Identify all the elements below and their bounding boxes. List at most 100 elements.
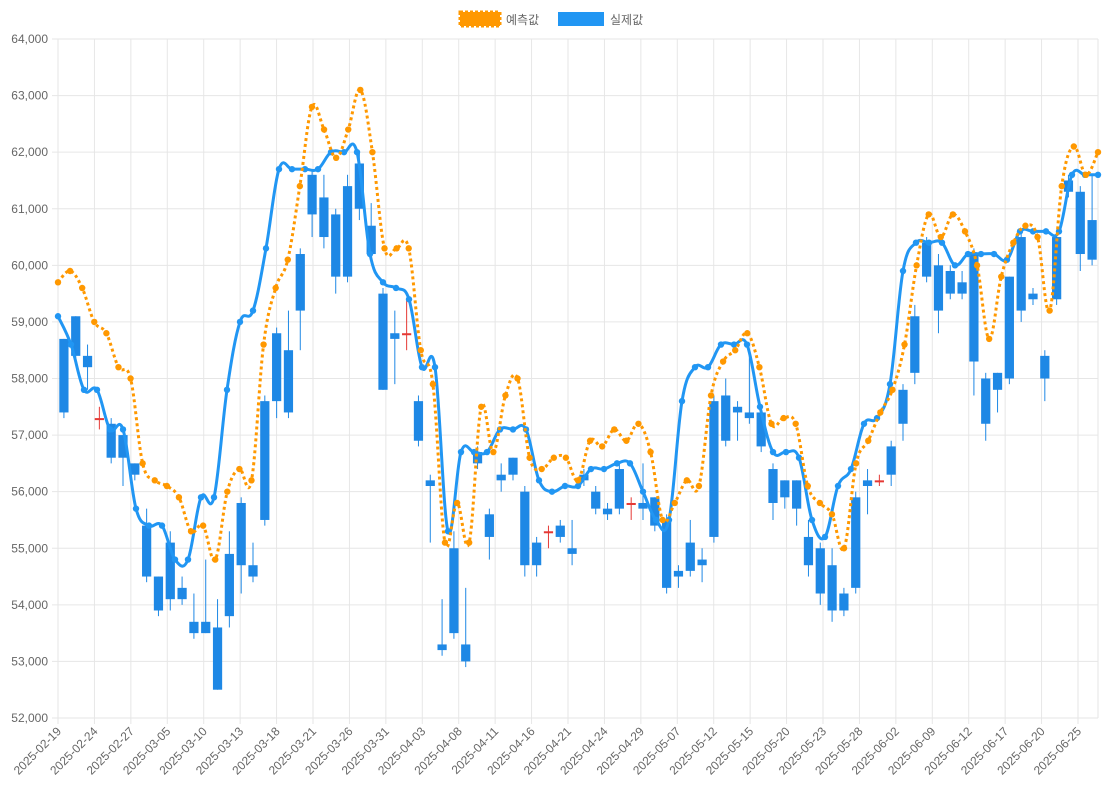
predicted-point[interactable] bbox=[417, 347, 424, 354]
actual-point[interactable] bbox=[223, 386, 231, 394]
predicted-point[interactable] bbox=[103, 330, 110, 337]
predicted-point[interactable] bbox=[478, 403, 485, 410]
predicted-point[interactable] bbox=[405, 245, 412, 252]
predicted-point[interactable] bbox=[985, 335, 993, 343]
actual-point[interactable] bbox=[730, 341, 738, 348]
predicted-point[interactable] bbox=[1058, 182, 1065, 190]
predicted-point[interactable] bbox=[66, 267, 74, 275]
predicted-point[interactable] bbox=[586, 437, 594, 444]
actual-point[interactable] bbox=[119, 426, 127, 433]
actual-point[interactable] bbox=[262, 245, 270, 252]
predicted-point[interactable] bbox=[707, 392, 715, 399]
actual-point[interactable] bbox=[769, 448, 777, 456]
predicted-point[interactable] bbox=[598, 443, 606, 450]
actual-point[interactable] bbox=[418, 363, 426, 371]
predicted-point[interactable] bbox=[127, 375, 134, 382]
predicted-point[interactable] bbox=[828, 511, 836, 518]
predicted-point[interactable] bbox=[635, 420, 642, 427]
actual-point[interactable] bbox=[275, 165, 283, 173]
predicted-point[interactable] bbox=[284, 256, 291, 263]
predicted-point[interactable] bbox=[332, 154, 340, 162]
predicted-point[interactable] bbox=[925, 211, 932, 218]
actual-point[interactable] bbox=[483, 448, 491, 456]
actual-point[interactable] bbox=[639, 488, 647, 495]
predicted-point[interactable] bbox=[719, 358, 727, 365]
predicted-point[interactable] bbox=[538, 465, 545, 473]
predicted-point[interactable] bbox=[792, 420, 799, 427]
predicted-point[interactable] bbox=[647, 448, 654, 456]
predicted-point[interactable] bbox=[611, 426, 618, 433]
actual-point[interactable] bbox=[613, 460, 621, 467]
actual-point[interactable] bbox=[717, 341, 725, 348]
predicted-point[interactable] bbox=[115, 363, 122, 371]
actual-point[interactable] bbox=[990, 250, 998, 258]
predicted-point[interactable] bbox=[369, 148, 376, 156]
predicted-point[interactable] bbox=[768, 420, 775, 427]
predicted-point[interactable] bbox=[453, 499, 461, 507]
actual-point[interactable] bbox=[886, 380, 894, 388]
predicted-point[interactable] bbox=[296, 182, 304, 190]
predicted-point[interactable] bbox=[744, 330, 751, 337]
predicted-point[interactable] bbox=[659, 516, 666, 524]
predicted-point[interactable] bbox=[187, 528, 195, 535]
legend-label-actual[interactable]: 실제값 bbox=[610, 13, 643, 27]
predicted-point[interactable] bbox=[272, 284, 279, 292]
legend-swatch-actual[interactable] bbox=[558, 12, 604, 26]
predicted-point[interactable] bbox=[393, 245, 400, 252]
predicted-point[interactable] bbox=[683, 477, 691, 484]
actual-point[interactable] bbox=[145, 522, 153, 529]
predicted-point[interactable] bbox=[804, 482, 811, 490]
actual-point[interactable] bbox=[210, 494, 218, 501]
actual-point[interactable] bbox=[938, 239, 946, 246]
actual-point[interactable] bbox=[353, 148, 361, 156]
actual-point[interactable] bbox=[236, 318, 244, 326]
actual-point[interactable] bbox=[678, 397, 686, 405]
actual-point[interactable] bbox=[106, 426, 114, 433]
predicted-point[interactable] bbox=[54, 279, 62, 286]
actual-point[interactable] bbox=[1029, 228, 1037, 235]
actual-point[interactable] bbox=[314, 165, 322, 173]
actual-point[interactable] bbox=[951, 262, 959, 269]
predicted-point[interactable] bbox=[695, 482, 703, 490]
predicted-point[interactable] bbox=[973, 262, 981, 269]
predicted-point[interactable] bbox=[490, 448, 497, 456]
predicted-point[interactable] bbox=[308, 103, 316, 111]
actual-point[interactable] bbox=[847, 465, 855, 473]
predicted-point[interactable] bbox=[937, 233, 944, 241]
actual-point[interactable] bbox=[977, 250, 985, 258]
actual-point[interactable] bbox=[509, 426, 517, 433]
predicted-point[interactable] bbox=[865, 437, 872, 444]
predicted-point[interactable] bbox=[1010, 239, 1017, 246]
predicted-point[interactable] bbox=[199, 522, 207, 529]
actual-point[interactable] bbox=[704, 363, 712, 371]
actual-point[interactable] bbox=[54, 313, 62, 320]
predicted-point[interactable] bbox=[1046, 307, 1053, 314]
predicted-point[interactable] bbox=[901, 341, 908, 348]
actual-point[interactable] bbox=[249, 307, 257, 314]
predicted-point[interactable] bbox=[562, 454, 570, 461]
predicted-point[interactable] bbox=[550, 454, 558, 461]
actual-point[interactable] bbox=[93, 386, 101, 394]
predicted-point[interactable] bbox=[357, 86, 364, 94]
predicted-point[interactable] bbox=[236, 465, 243, 473]
predicted-point[interactable] bbox=[514, 375, 521, 382]
actual-point[interactable] bbox=[821, 533, 829, 541]
predicted-point[interactable] bbox=[889, 386, 896, 394]
predicted-point[interactable] bbox=[163, 482, 171, 490]
actual-point[interactable] bbox=[574, 482, 582, 490]
actual-point[interactable] bbox=[626, 460, 634, 467]
actual-point[interactable] bbox=[340, 148, 348, 156]
actual-point[interactable] bbox=[132, 505, 140, 512]
predicted-point[interactable] bbox=[224, 488, 231, 495]
predicted-point[interactable] bbox=[671, 499, 678, 507]
actual-point[interactable] bbox=[691, 363, 699, 371]
predicted-point[interactable] bbox=[151, 477, 158, 484]
predicted-point[interactable] bbox=[877, 409, 884, 416]
actual-point[interactable] bbox=[535, 477, 543, 484]
actual-point[interactable] bbox=[600, 465, 608, 473]
predicted-point[interactable] bbox=[1070, 143, 1078, 150]
predicted-point[interactable] bbox=[502, 392, 509, 399]
predicted-point[interactable] bbox=[260, 341, 267, 348]
predicted-point[interactable] bbox=[1022, 222, 1029, 229]
predicted-point[interactable] bbox=[441, 539, 449, 546]
